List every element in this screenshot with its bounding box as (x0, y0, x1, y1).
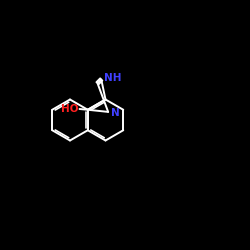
Text: NH: NH (104, 73, 122, 83)
Text: N: N (111, 108, 120, 118)
Text: HO: HO (61, 104, 78, 114)
